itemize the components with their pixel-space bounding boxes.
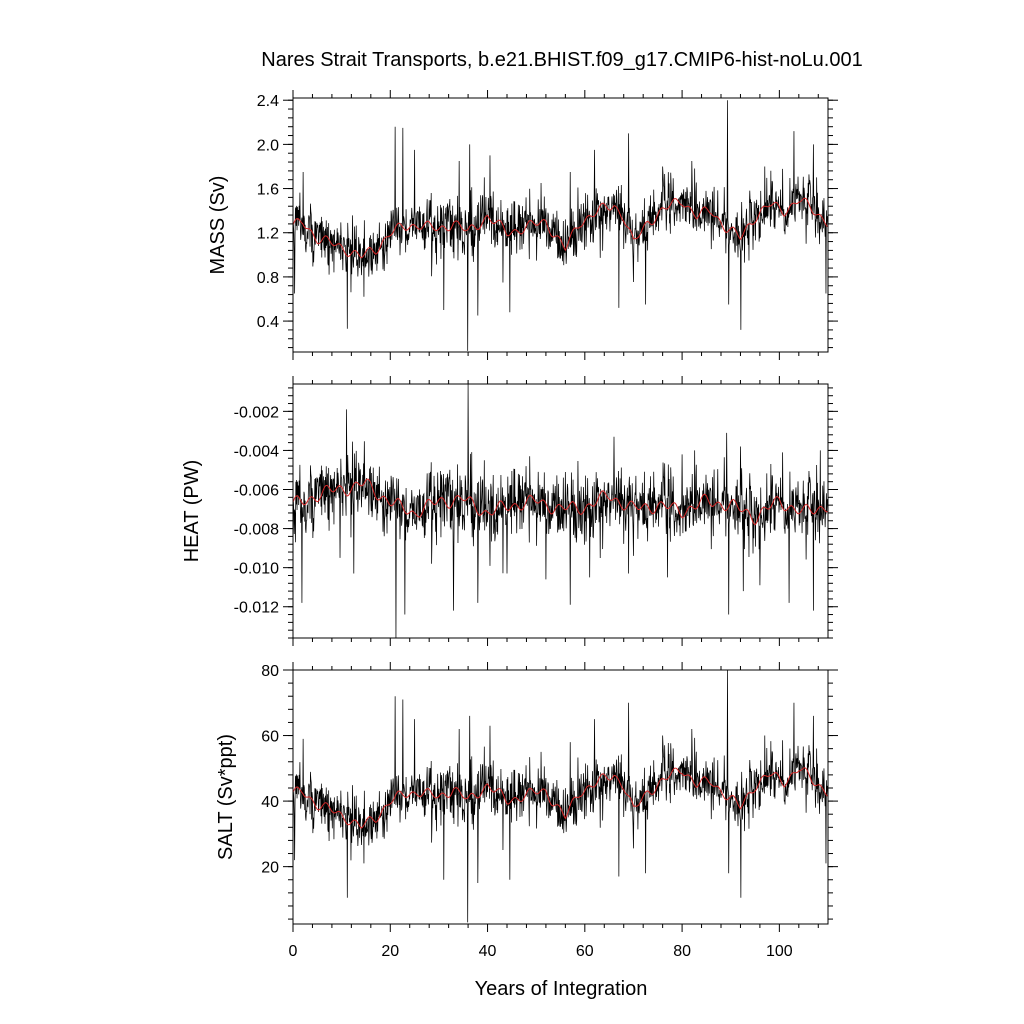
mass-y-tick-label: 2.0: [257, 137, 279, 154]
mass-y-tick-label: 1.6: [257, 182, 279, 199]
x-tick-label: 40: [479, 943, 497, 960]
x-tick-label: 80: [673, 943, 691, 960]
mass-smoothed-line: [293, 197, 828, 259]
mass-y-tick-label: 1.2: [257, 226, 279, 243]
heat-y-tick-label: -0.012: [234, 600, 279, 617]
heat-smoothed-series: [293, 478, 828, 526]
x-tick-label: 60: [576, 943, 594, 960]
salt-monthly-line: [293, 670, 828, 923]
salt-smoothed-line: [293, 767, 828, 829]
heat-y-tick-label: -0.004: [234, 443, 279, 460]
mass-y-tick-label: 2.4: [257, 93, 279, 110]
mass-smoothed-series: [293, 197, 828, 259]
salt-monthly-series: [293, 670, 828, 923]
salt-y-tick-label: 80: [261, 663, 279, 680]
panel-salt: 0 20 40 60 80 100 20 40 60 80 SALT (Sv*ppt): [215, 662, 838, 960]
heat-y-tick-label: -0.010: [234, 561, 279, 578]
salt-smoothed-series: [293, 767, 828, 829]
heat-y-tick-label: -0.006: [234, 483, 279, 500]
x-tick-label: 0: [289, 943, 298, 960]
salt-plot-frame: [292, 669, 829, 925]
mass-y-axis-label: MASS (Sv): [207, 176, 229, 275]
heat-monthly-series: [293, 384, 828, 638]
heat-y-tick-label: -0.008: [234, 522, 279, 539]
x-axis-label: Years of Integration: [475, 978, 648, 1000]
heat-y-tick-label: -0.002: [234, 404, 279, 421]
x-tick-label: 100: [766, 943, 793, 960]
heat-smoothed-line: [293, 478, 828, 526]
heat-plot-frame: [292, 383, 829, 639]
mass-y-tick-label: 0.4: [257, 314, 279, 331]
figure-title: Nares Strait Transports, b.e21.BHIST.f09…: [261, 49, 862, 71]
mass-plot-frame: [292, 97, 829, 353]
mass-monthly-series: [293, 100, 828, 351]
mass-ticks: 0.4 0.8 1.2 1.6 2.0 2.4: [257, 90, 838, 360]
heat-monthly-line: [293, 384, 828, 638]
salt-y-tick-label: 60: [261, 729, 279, 746]
salt-ticks: 0 20 40 60 80 100 20 40 60 80: [261, 662, 838, 960]
salt-y-tick-label: 20: [261, 860, 279, 877]
x-tick-label: 20: [381, 943, 399, 960]
mass-y-tick-label: 0.8: [257, 270, 279, 287]
panel-heat: -0.012 -0.010 -0.008 -0.006 -0.004 -0.002 HEA…: [181, 376, 838, 646]
mass-monthly-line: [293, 100, 828, 351]
salt-y-axis-label: SALT (Sv*ppt): [215, 734, 237, 860]
panel-mass: 0.4 0.8 1.2 1.6 2.0 2.4 MASS (Sv): [207, 90, 838, 360]
heat-ticks: -0.012 -0.010 -0.008 -0.006 -0.004 -0.002: [234, 376, 838, 646]
heat-y-axis-label: HEAT (PW): [181, 460, 203, 563]
salt-y-tick-label: 40: [261, 794, 279, 811]
